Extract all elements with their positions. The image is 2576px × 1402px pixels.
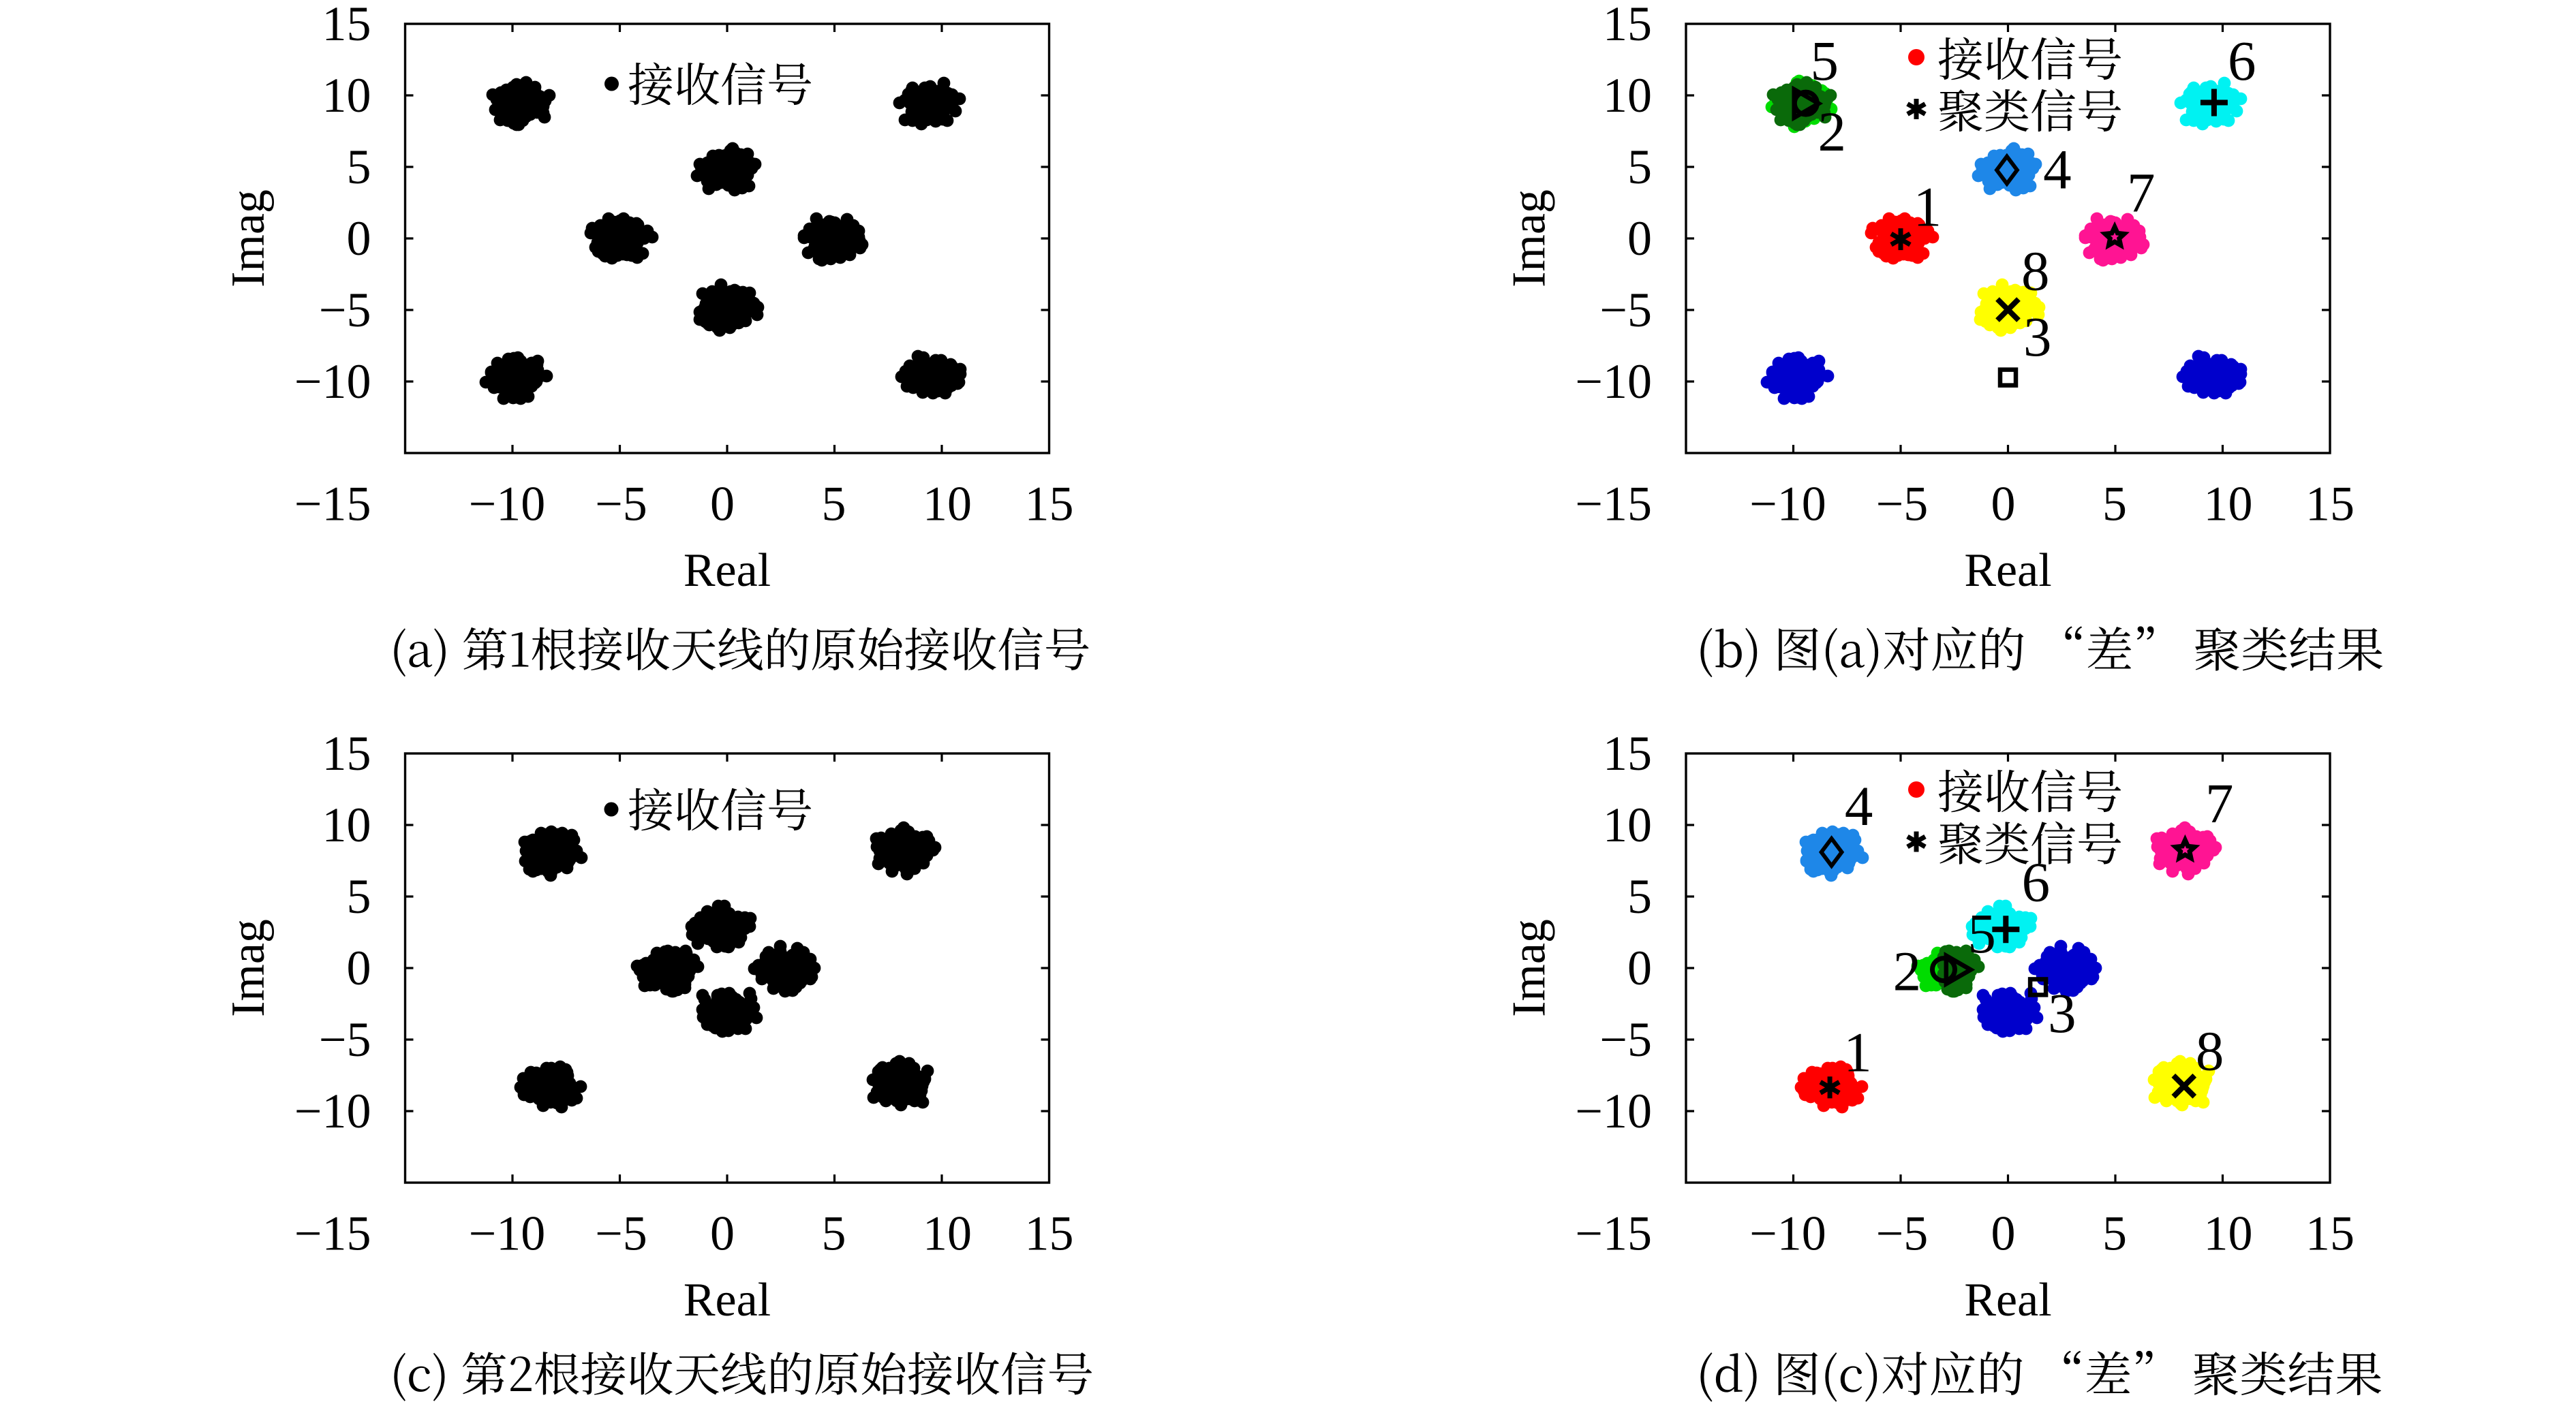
svg-text:−5: −5 bbox=[1599, 283, 1652, 337]
svg-text:5: 5 bbox=[347, 869, 371, 924]
svg-text:15: 15 bbox=[322, 0, 371, 51]
svg-text:Imag: Imag bbox=[222, 189, 275, 287]
svg-text:Imag: Imag bbox=[1503, 189, 1556, 287]
svg-text:5: 5 bbox=[2102, 476, 2127, 531]
svg-text:6: 6 bbox=[2228, 29, 2256, 92]
svg-text:10: 10 bbox=[923, 476, 972, 531]
svg-text:1: 1 bbox=[1914, 175, 1942, 238]
svg-text:−10: −10 bbox=[469, 476, 546, 531]
svg-text:−10: −10 bbox=[1749, 1206, 1826, 1260]
svg-text:−10: −10 bbox=[1575, 1084, 1652, 1138]
svg-text:−5: −5 bbox=[1876, 476, 1929, 531]
svg-text:10: 10 bbox=[322, 798, 371, 852]
svg-text:1: 1 bbox=[1843, 1021, 1872, 1083]
svg-text:5: 5 bbox=[1967, 902, 1996, 965]
svg-text:−15: −15 bbox=[1575, 1206, 1652, 1260]
svg-text:−5: −5 bbox=[319, 1012, 371, 1067]
svg-text:8: 8 bbox=[2021, 239, 2050, 302]
svg-text:−5: −5 bbox=[595, 1206, 647, 1260]
svg-text:7: 7 bbox=[2127, 161, 2156, 223]
svg-text:Imag: Imag bbox=[222, 919, 275, 1017]
svg-text:5: 5 bbox=[822, 476, 846, 531]
svg-text:0: 0 bbox=[710, 1206, 735, 1260]
svg-text:4: 4 bbox=[2043, 138, 2072, 201]
svg-text:−5: −5 bbox=[595, 476, 647, 531]
svg-text:−10: −10 bbox=[294, 1084, 371, 1138]
svg-text:0: 0 bbox=[1627, 941, 1652, 995]
svg-text:3: 3 bbox=[2023, 305, 2052, 368]
svg-text:Real: Real bbox=[1964, 1274, 2051, 1326]
svg-text:5: 5 bbox=[2102, 1206, 2127, 1260]
svg-text:10: 10 bbox=[923, 1206, 972, 1260]
svg-text:0: 0 bbox=[347, 941, 371, 995]
svg-text:−15: −15 bbox=[294, 1206, 371, 1260]
svg-text:0: 0 bbox=[1991, 1206, 2016, 1260]
svg-text:−10: −10 bbox=[1749, 476, 1826, 531]
svg-text:0: 0 bbox=[710, 476, 735, 531]
svg-text:3: 3 bbox=[2048, 982, 2076, 1044]
svg-text:5: 5 bbox=[1627, 869, 1652, 924]
svg-text:5: 5 bbox=[1810, 29, 1839, 92]
svg-text:−15: −15 bbox=[294, 476, 371, 531]
svg-text:4: 4 bbox=[1845, 775, 1873, 837]
svg-text:15: 15 bbox=[1025, 1206, 1074, 1260]
svg-text:−10: −10 bbox=[469, 1206, 546, 1260]
svg-text:−10: −10 bbox=[294, 354, 371, 409]
svg-text:15: 15 bbox=[2305, 476, 2355, 531]
svg-text:Real: Real bbox=[1964, 544, 2051, 597]
svg-text:10: 10 bbox=[322, 68, 371, 123]
svg-text:−5: −5 bbox=[1599, 1012, 1652, 1067]
svg-text:−15: −15 bbox=[1575, 476, 1652, 531]
svg-text:7: 7 bbox=[2205, 772, 2234, 835]
svg-text:0: 0 bbox=[347, 211, 371, 266]
svg-text:2: 2 bbox=[1893, 940, 1922, 1003]
svg-text:10: 10 bbox=[1603, 68, 1652, 123]
svg-text:10: 10 bbox=[1603, 798, 1652, 852]
svg-text:15: 15 bbox=[322, 726, 371, 781]
svg-text:5: 5 bbox=[822, 1206, 846, 1260]
svg-text:10: 10 bbox=[2204, 1206, 2253, 1260]
svg-text:0: 0 bbox=[1627, 211, 1652, 266]
svg-text:15: 15 bbox=[2305, 1206, 2355, 1260]
svg-text:5: 5 bbox=[347, 140, 371, 194]
svg-text:15: 15 bbox=[1603, 726, 1652, 781]
svg-text:Imag: Imag bbox=[1503, 919, 1556, 1017]
svg-text:8: 8 bbox=[2196, 1019, 2224, 1082]
svg-text:15: 15 bbox=[1025, 476, 1074, 531]
svg-text:Real: Real bbox=[684, 544, 771, 597]
svg-text:0: 0 bbox=[1991, 476, 2016, 531]
svg-text:6: 6 bbox=[2022, 851, 2051, 914]
svg-text:Real: Real bbox=[684, 1274, 771, 1326]
svg-text:10: 10 bbox=[2204, 476, 2253, 531]
svg-text:15: 15 bbox=[1603, 0, 1652, 51]
svg-text:−10: −10 bbox=[1575, 354, 1652, 409]
svg-text:−5: −5 bbox=[1876, 1206, 1929, 1260]
svg-text:−5: −5 bbox=[319, 283, 371, 337]
svg-text:5: 5 bbox=[1627, 140, 1652, 194]
svg-text:2: 2 bbox=[1818, 100, 1846, 163]
